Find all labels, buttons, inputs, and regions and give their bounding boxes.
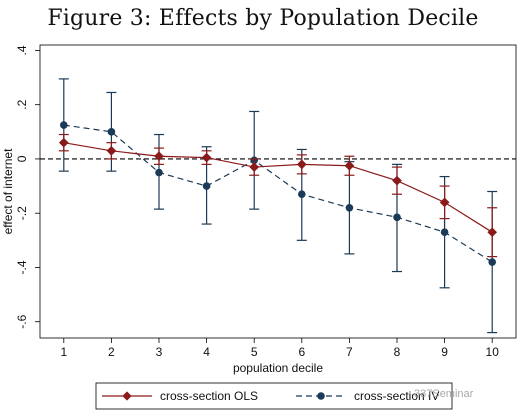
data-point <box>488 258 497 266</box>
data-point <box>249 162 260 173</box>
y-tick-label: -.2 <box>15 206 29 220</box>
figure-title: Figure 3: Effects by Population Decile <box>47 6 479 31</box>
x-tick-label: 10 <box>486 345 500 359</box>
x-tick-label: 1 <box>60 345 67 359</box>
x-axis-title: population decile <box>233 361 323 375</box>
x-tick-label: 3 <box>156 345 163 359</box>
data-point <box>344 160 355 171</box>
x-tick-label: 6 <box>298 345 305 359</box>
y-tick-label: .4 <box>15 45 29 55</box>
x-tick-label: 8 <box>394 345 401 359</box>
legend-label: cross-section OLS <box>160 389 258 403</box>
data-point <box>440 228 449 236</box>
legend-marker <box>122 391 132 401</box>
y-axis: .4 .2 0 -.2 -.4 -.6 <box>15 45 40 329</box>
x-tick-label: 5 <box>251 345 258 359</box>
series-cross-section-ols <box>58 133 498 258</box>
y-tick-label: -.6 <box>15 314 29 328</box>
y-tick-label: 0 <box>15 155 29 162</box>
data-point <box>392 175 402 186</box>
x-tick-label: 9 <box>441 345 448 359</box>
legend-items: cross-section OLS cross-section IV <box>102 389 439 403</box>
data-point <box>155 168 163 177</box>
x-tick-label: 2 <box>108 345 115 359</box>
data-point <box>58 137 69 148</box>
legend-label: cross-section IV <box>354 389 439 403</box>
series-line <box>63 142 493 233</box>
legend-marker <box>317 392 325 400</box>
y-tick-label: -.4 <box>15 260 29 274</box>
data-point <box>296 159 307 170</box>
data-point <box>60 121 68 129</box>
x-tick-label: 7 <box>346 345 353 359</box>
series-layer <box>58 78 498 334</box>
y-tick-label: .2 <box>15 99 29 109</box>
plot-frame <box>39 44 517 339</box>
data-point <box>107 128 116 136</box>
data-point <box>201 152 212 163</box>
watermark-text: 337Seminar <box>414 388 474 400</box>
x-axis: 1 2 3 4 5 6 7 8 9 10 <box>60 338 499 359</box>
data-point <box>439 197 450 208</box>
data-point <box>202 182 211 190</box>
data-point <box>298 190 306 199</box>
y-axis-title: effect of internet <box>1 148 15 235</box>
series-line <box>63 124 493 263</box>
legend: cross-section OLS cross-section IV <box>95 382 453 410</box>
data-point <box>393 213 401 222</box>
legend-box <box>95 382 453 410</box>
data-point <box>106 145 117 156</box>
data-point <box>154 151 164 162</box>
series-cross-section-iv <box>58 78 498 334</box>
data-point <box>345 203 354 212</box>
data-point <box>487 227 498 238</box>
x-tick-label: 4 <box>203 345 210 359</box>
